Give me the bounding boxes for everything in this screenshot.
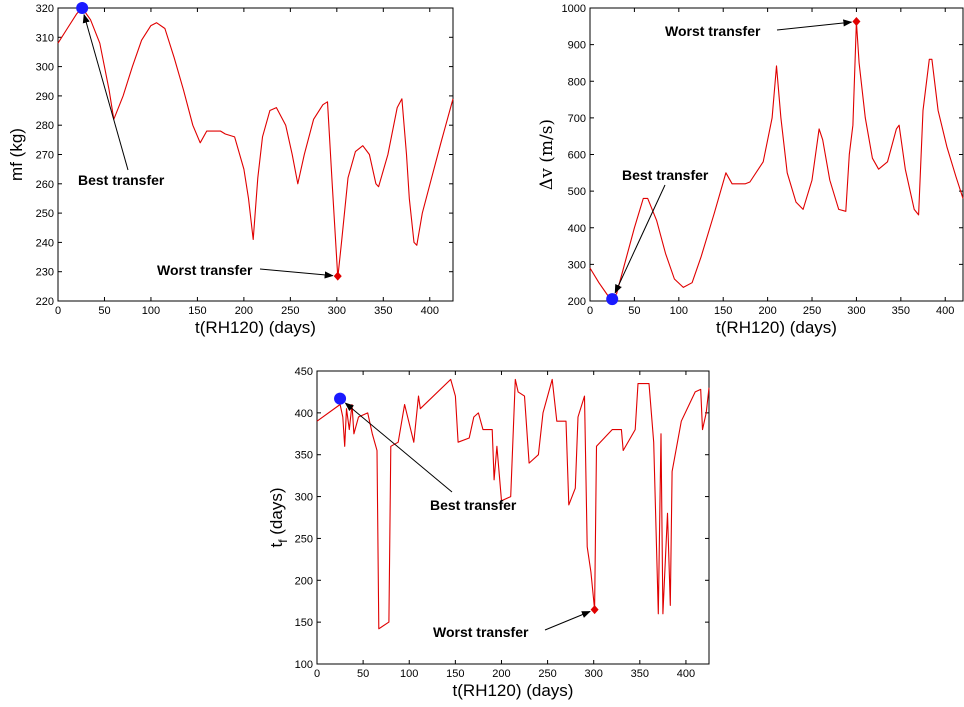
y-tick-label: 300 [568,259,586,271]
x-tick-label: 400 [421,305,439,317]
x-tick-label: 200 [235,305,253,317]
x-tick-label: 350 [631,668,649,680]
x-tick-label: 100 [142,305,160,317]
y-axis-label: tf (days) [267,487,290,547]
x-tick-label: 250 [803,305,821,317]
x-tick-label: 400 [936,305,954,317]
chart-panel-3: 0 50 100 150 200 250 300 350 400 100 150 200 250 300 3… [267,366,710,700]
x-tick-label: 50 [357,668,369,680]
worst-transfer-marker [590,605,599,615]
x-tick-label: 100 [400,668,418,680]
y-axis-label: mf (kg) [7,128,26,181]
worst-transfer-label: Worst transfer [433,624,529,640]
annotation-arrow [776,19,853,31]
y-tick-label: 600 [568,150,586,162]
worst-transfer-label: Worst transfer [665,23,761,39]
y-tick-label: 350 [295,450,313,462]
x-tick-label: 50 [98,305,110,317]
x-tick-label: 350 [374,305,392,317]
worst-transfer-label: Worst transfer [157,262,253,278]
y-tick-label: 1000 [562,3,586,15]
x-tick-label: 0 [587,305,593,317]
x-tick-label: 250 [538,668,556,680]
y-tick-label: 800 [568,76,586,88]
y-tick-label: 270 [36,150,54,162]
plot-frame [316,370,710,665]
x-axis-label: t(RH120) (days) [453,681,574,700]
best-transfer-marker [334,392,347,405]
best-transfer-marker [606,293,619,306]
x-tick-label: 400 [677,668,695,680]
worst-transfer-marker [852,17,861,27]
best-transfer-label: Best transfer [622,167,709,183]
plot-frame [57,7,454,302]
y-tick-label: 200 [568,296,586,308]
x-axis-label: t(RH120) (days) [195,318,316,337]
annotation-arrow [82,13,129,171]
x-tick-label: 300 [328,305,346,317]
chart-panel-2: 0 50 100 150 200 250 300 350 400 200 300 400 500 600 7… [537,3,964,337]
y-axis-label: Δv (m/s) [537,119,557,190]
plot-frame [589,7,964,302]
y-tick-label: 500 [568,186,586,198]
y-tick-label: 230 [36,267,54,279]
x-tick-label: 150 [714,305,732,317]
x-tick-label: 350 [892,305,910,317]
x-axis-label: t(RH120) (days) [716,318,837,337]
y-tick-label: 320 [36,3,54,15]
y-tick-label: 290 [36,91,54,103]
y-tick-label: 220 [36,296,54,308]
y-tick-label: 250 [36,208,54,220]
x-tick-label: 200 [758,305,776,317]
x-tick-label: 50 [628,305,640,317]
x-tick-label: 300 [847,305,865,317]
y-tick-label: 300 [36,62,54,74]
y-tick-label: 240 [36,237,54,249]
annotation-arrow [614,184,666,294]
y-tick-label: 900 [568,40,586,52]
x-tick-label: 150 [188,305,206,317]
y-tick-label: 150 [295,617,313,629]
y-tick-label: 700 [568,113,586,125]
annotation-arrow [259,268,334,279]
best-transfer-marker [76,2,89,14]
y-tick-label: 400 [568,223,586,235]
x-tick-label: 200 [492,668,510,680]
annotation-arrow [344,402,453,493]
best-transfer-label: Best transfer [430,497,517,513]
best-transfer-label: Best transfer [78,172,165,188]
y-tick-label: 400 [295,408,313,420]
x-tick-label: 150 [446,668,464,680]
series-line-1 [589,21,964,300]
y-tick-label: 280 [36,120,54,132]
y-tick-label: 300 [295,492,313,504]
x-tick-label: 250 [281,305,299,317]
series-line-1 [57,7,454,279]
y-tick-label: 310 [36,32,54,44]
x-tick-label: 0 [314,668,320,680]
series-line-1 [316,378,710,630]
y-tick-label: 100 [295,659,313,671]
x-tick-label: 300 [585,668,603,680]
y-tick-label: 250 [295,533,313,545]
y-tick-label: 200 [295,575,313,587]
y-tick-label: 450 [295,366,313,378]
x-tick-label: 0 [55,305,61,317]
annotation-arrow [544,611,591,631]
worst-transfer-marker [333,271,342,281]
chart-panel-1: 0 50 100 150 200 250 300 350 400 220 230 240 250 260 2… [7,2,454,337]
y-tick-label: 260 [36,179,54,191]
x-tick-label: 100 [670,305,688,317]
